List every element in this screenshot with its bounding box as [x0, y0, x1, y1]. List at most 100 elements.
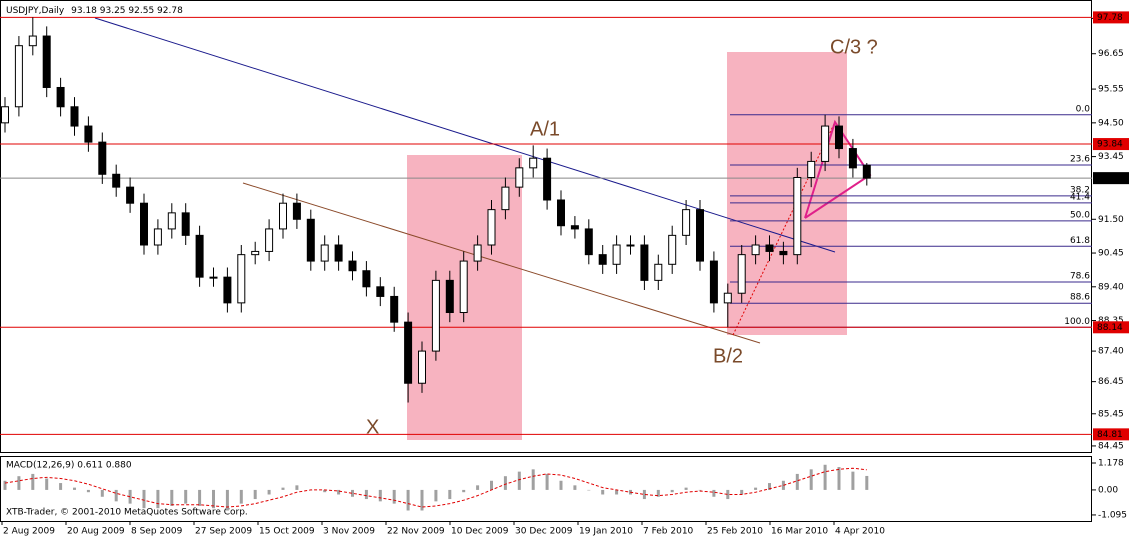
candle-body — [223, 276, 232, 304]
level-box — [1093, 138, 1129, 151]
macd-bar — [73, 487, 76, 490]
candle-body — [1, 106, 9, 124]
candle-body — [668, 234, 677, 265]
candle-body — [723, 292, 732, 304]
macd-tick-label: 0.00 — [1098, 485, 1118, 495]
level-box — [1093, 321, 1129, 334]
macd-bar — [559, 480, 563, 490]
candle-body — [140, 202, 148, 246]
macd-bar — [573, 485, 577, 490]
macd-bar — [809, 469, 813, 490]
y-tick-label: 95.55 — [1098, 85, 1124, 95]
macd-bar — [267, 489, 271, 495]
fib-label: 50.0 — [1070, 210, 1090, 220]
macd-bar — [837, 467, 841, 490]
price-label: 92.78 — [1097, 174, 1123, 184]
macd-bar — [281, 487, 285, 490]
level-label: 88.14 — [1097, 323, 1123, 333]
price-box — [1093, 172, 1129, 185]
candle-body — [431, 279, 440, 352]
macd-bar — [392, 489, 396, 504]
candle-body — [682, 209, 691, 236]
macd-bar — [128, 489, 132, 504]
macd-bar — [615, 489, 619, 495]
macd-bar — [225, 489, 229, 511]
candle-body — [626, 244, 635, 247]
wave-label: B/2 — [713, 345, 743, 367]
fib-label: 78.6 — [1070, 271, 1090, 281]
macd-bar — [795, 473, 799, 490]
x-tick-label: 25 Feb 2010 — [707, 527, 763, 537]
candle-body — [167, 212, 176, 230]
candle-body — [654, 263, 663, 281]
y-tick-label: 91.50 — [1098, 215, 1124, 225]
open: 93.18 — [71, 6, 97, 16]
candle-body — [515, 167, 524, 188]
y-tick-label: 88.35 — [1098, 316, 1124, 326]
y-tick-label: 90.45 — [1098, 249, 1124, 259]
macd-bar — [45, 478, 49, 490]
y-tick-label: 89.40 — [1098, 282, 1124, 292]
candle-body — [334, 244, 343, 262]
y-tick-label: 96.65 — [1098, 49, 1124, 59]
x-tick-label: 27 Sep 2009 — [195, 527, 252, 537]
macd-bar — [490, 480, 493, 490]
symbol: USDJPY,Daily — [6, 6, 65, 16]
candle-body — [181, 212, 190, 236]
candle-body — [765, 244, 774, 252]
fib-label: 41.4 — [1070, 192, 1090, 202]
macd-bar — [100, 489, 104, 497]
level-box — [1093, 428, 1129, 441]
macd-bar — [740, 489, 744, 495]
wave-label: C/3 ? — [830, 36, 878, 58]
candle-body — [543, 157, 552, 201]
candle-body — [404, 321, 413, 384]
close: 92.78 — [157, 6, 183, 16]
x-tick-label: 20 Aug 2009 — [67, 527, 125, 537]
low: 92.55 — [128, 6, 154, 16]
y-tick-label: 85.45 — [1098, 409, 1124, 419]
candle-body — [779, 250, 788, 256]
x-tick-label: 30 Dec 2009 — [515, 527, 573, 537]
candle-body — [696, 209, 704, 262]
candle-body — [821, 125, 830, 162]
macd-bar — [517, 471, 521, 490]
macd-bar — [448, 489, 452, 500]
candle-body — [473, 244, 482, 262]
candle-body — [362, 270, 371, 288]
macd-bar — [184, 489, 188, 504]
macd-title: MACD(12,26,9) 0.611 0.880 — [6, 461, 132, 471]
macd-bar — [851, 471, 855, 490]
candle-body — [265, 228, 274, 252]
candle-body — [84, 125, 93, 143]
candle-body — [487, 209, 496, 246]
macd-bar — [531, 469, 535, 490]
candle-body — [251, 250, 260, 256]
fib-label: 23.6 — [1070, 154, 1090, 164]
macd-bar — [476, 485, 480, 490]
copyright: XTB-Trader, © 2001-2010 MetaQuotes Softw… — [6, 508, 248, 518]
candle-body — [445, 279, 454, 314]
header: USDJPY,Daily 93.18 93.25 92.55 92.78 — [6, 6, 183, 16]
macd-bar — [781, 480, 785, 490]
macd-bar — [86, 489, 90, 493]
x-tick-label: 16 Mar 2010 — [771, 527, 828, 537]
candle-body — [848, 148, 857, 169]
candle-body — [835, 125, 843, 150]
macd-bar — [420, 489, 424, 511]
macd-bar — [239, 489, 243, 504]
macd-bar — [768, 483, 771, 490]
macd-bar — [601, 489, 605, 495]
level-label: 97.78 — [1097, 13, 1123, 23]
wave-label: A/1 — [530, 118, 560, 140]
candle-body — [640, 244, 649, 281]
candle-body — [153, 228, 162, 246]
time-zone — [727, 52, 847, 335]
candle-body — [237, 254, 246, 304]
macd-bar — [59, 483, 63, 490]
candle-body — [807, 160, 816, 178]
macd-bar — [351, 489, 354, 497]
y-tick-label: 84.45 — [1098, 441, 1124, 451]
level-box — [1093, 11, 1129, 24]
